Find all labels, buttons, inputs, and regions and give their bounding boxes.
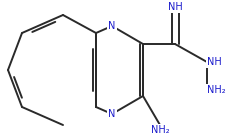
Text: NH: NH — [168, 2, 182, 12]
Text: NH₂: NH₂ — [151, 125, 169, 135]
Text: N: N — [108, 109, 116, 119]
Text: NH: NH — [207, 57, 222, 67]
Text: NH₂: NH₂ — [207, 85, 226, 95]
Text: N: N — [108, 21, 116, 31]
